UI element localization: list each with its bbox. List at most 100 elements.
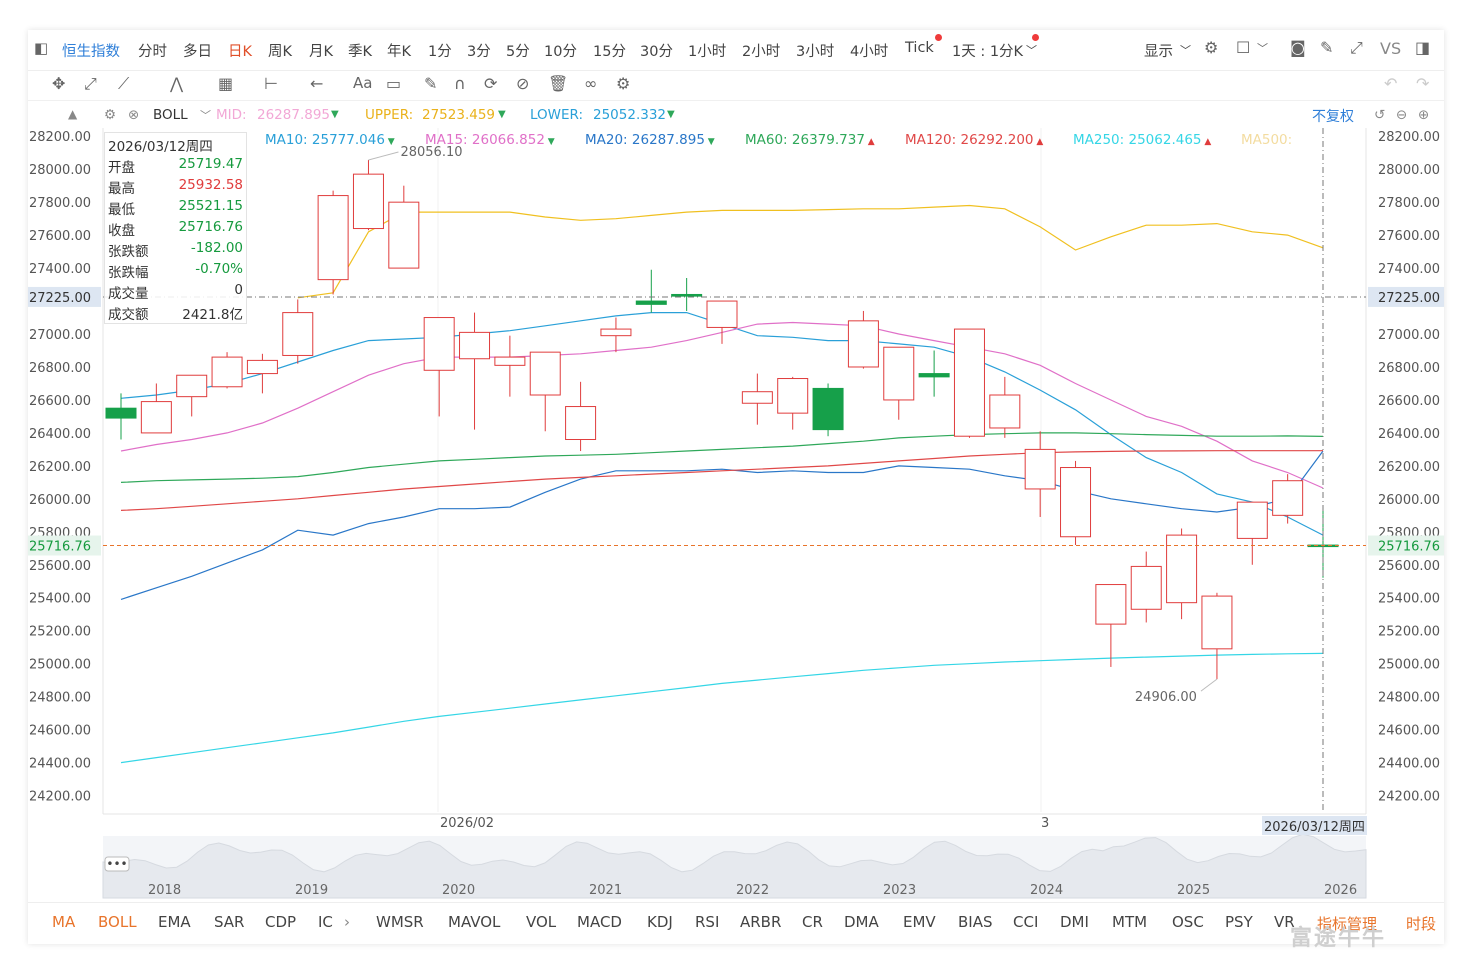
tab-period-8[interactable]: 3分 — [467, 44, 491, 60]
comment-icon[interactable]: ▭ — [386, 74, 402, 93]
gear-icon[interactable]: ⚙ — [1204, 38, 1219, 57]
indicator-tab-cdp[interactable]: CDP — [265, 913, 297, 931]
zoom-in-icon[interactable]: ⊕ — [1418, 107, 1430, 123]
y-tick-label: 24400.00 — [29, 757, 91, 772]
tab-period-5[interactable]: 季K — [348, 44, 373, 60]
pencil-icon[interactable]: ✎ — [424, 74, 438, 93]
ma-legend-item[interactable]: MA250: 25062.465 ▲ — [1073, 132, 1211, 148]
undo-icon[interactable]: ↶ — [1384, 74, 1398, 93]
ma-legend-item[interactable]: MA15: 26066.852 ▼ — [425, 132, 555, 148]
tab-period-17[interactable]: Tick — [905, 40, 934, 56]
ma-legend-item[interactable]: MA20: 26287.895 ▼ — [585, 132, 715, 148]
indicator-tab-dmi[interactable]: DMI — [1060, 913, 1089, 931]
tab-period-3[interactable]: 周K — [268, 44, 293, 60]
polyline-tool-icon[interactable]: ⋀ — [170, 74, 184, 93]
collapse-icon[interactable]: ▲ — [68, 107, 78, 121]
indicator-tab-sar[interactable]: SAR — [214, 913, 245, 931]
tab-period-9[interactable]: 5分 — [506, 44, 530, 60]
chevron-down-icon[interactable]: ﹀ — [1026, 44, 1037, 57]
chevron-down-icon[interactable]: ﹀ — [200, 109, 211, 122]
indicator-tab-osc[interactable]: OSC — [1172, 913, 1204, 931]
indicator-tab-cr[interactable]: CR — [802, 913, 823, 931]
arrow-left-icon[interactable]: ← — [310, 74, 324, 93]
indicator-manage-button[interactable]: 指标管理 — [1317, 915, 1378, 933]
text-tool-icon[interactable]: Aa — [353, 74, 373, 92]
low-annotation-leader — [1200, 678, 1218, 692]
tab-period-12[interactable]: 30分 — [640, 44, 673, 60]
settings-icon[interactable]: ⚙ — [104, 107, 117, 123]
fib-tool-icon[interactable]: ▦ — [218, 74, 234, 93]
ma-legend-item[interactable]: MA10: 25777.046 ▼ — [265, 132, 395, 148]
fullscreen-icon[interactable]: ⤢ — [1350, 38, 1363, 57]
indicator-tab-rsi[interactable]: RSI — [695, 913, 720, 931]
indicator-tab-psy[interactable]: PSY — [1225, 913, 1253, 931]
indicator-tab-boll[interactable]: BOLL — [98, 913, 137, 931]
display-menu[interactable]: 显示 — [1144, 44, 1173, 60]
period-segment-button[interactable]: 时段 — [1406, 915, 1437, 933]
chevron-down-icon[interactable]: ﹀ — [1257, 42, 1268, 55]
indicator-tab-vol[interactable]: VOL — [526, 913, 557, 931]
tab-period-13[interactable]: 1小时 — [688, 44, 727, 60]
indicator-tab-vr[interactable]: VR — [1274, 913, 1295, 931]
tab-period-2[interactable]: 日K — [228, 44, 253, 60]
measure-tool-icon[interactable]: ⊢ — [264, 74, 278, 93]
hide-icon[interactable]: ⊘ — [516, 74, 530, 93]
chevron-down-icon[interactable]: ﹀ — [1180, 44, 1191, 57]
reset-icon[interactable]: ↺ — [1374, 107, 1386, 123]
tab-period-14[interactable]: 2小时 — [742, 44, 781, 60]
overview-year-label: 2023 — [883, 883, 916, 898]
indicator-tab-cci[interactable]: CCI — [1013, 913, 1039, 931]
ma-legend-item[interactable]: MA60: 26379.737 ▲ — [745, 132, 875, 148]
sync-icon[interactable]: ⟳ — [484, 74, 498, 93]
chevron-right-icon[interactable]: › — [344, 913, 350, 931]
indicator-tab-kdj[interactable]: KDJ — [647, 913, 673, 931]
indicator-tab-bias[interactable]: BIAS — [958, 913, 993, 931]
price-adjust-select[interactable]: 不复权 — [1312, 109, 1354, 125]
tab-period-6[interactable]: 年K — [387, 44, 412, 60]
indicator-tab-dma[interactable]: DMA — [844, 913, 879, 931]
indicator-tab-ema[interactable]: EMA — [158, 913, 191, 931]
index-name-tab[interactable]: 恒生指数 — [62, 44, 120, 60]
interval-select[interactable]: 1天 : 1分K — [952, 44, 1024, 60]
panel-toggle-icon[interactable]: ◧ — [34, 39, 49, 57]
settings-icon[interactable]: ⚙ — [616, 74, 631, 93]
indicator-tab-macd[interactable]: MACD — [577, 913, 622, 931]
close-icon[interactable]: ⊗ — [128, 107, 140, 123]
arrow-down-icon: ▼ — [667, 109, 675, 120]
ma-legend-item[interactable]: MA500: — [1241, 132, 1292, 148]
tab-period-15[interactable]: 3小时 — [796, 44, 835, 60]
redo-icon[interactable]: ↷ — [1416, 74, 1430, 93]
magnet-icon[interactable]: ∩ — [454, 74, 466, 93]
pencil-icon[interactable]: ✎ — [1320, 38, 1334, 57]
line-tool-icon[interactable]: ⤢ — [84, 74, 97, 93]
zoom-out-icon[interactable]: ⊖ — [1396, 107, 1408, 123]
tab-period-16[interactable]: 4小时 — [850, 44, 889, 60]
tab-period-4[interactable]: 月K — [309, 44, 334, 60]
indicator-name[interactable]: BOLL — [153, 107, 188, 123]
layout-icon[interactable]: ☐ — [1236, 38, 1251, 57]
ma-legend-item[interactable]: MA120: 26292.200 ▲ — [905, 132, 1043, 148]
sidebar-icon[interactable]: ◨ — [1415, 38, 1431, 57]
arrow-down-icon: ▼ — [331, 109, 339, 120]
indicator-tab-ma[interactable]: MA — [52, 913, 76, 931]
indicator-tab-arbr[interactable]: ARBR — [740, 913, 782, 931]
move-icon[interactable]: ✥ — [52, 74, 66, 93]
tab-period-1[interactable]: 多日 — [183, 44, 212, 60]
indicator-tab-mtm[interactable]: MTM — [1112, 913, 1148, 931]
candlestick-chart[interactable]: 28200.00 28200.00 28000.00 28000.00 27800.00… — [28, 30, 1444, 944]
indicator-tab-mavol[interactable]: MAVOL — [448, 913, 501, 931]
indicator-tab-ic[interactable]: IC — [318, 913, 333, 931]
ma-legend-label: MA500: — [1241, 132, 1293, 148]
pen-tool-icon[interactable]: ⟋ — [118, 74, 130, 93]
indicator-tab-wmsr[interactable]: WMSR — [376, 913, 424, 931]
trash-icon[interactable]: 🗑 — [548, 74, 569, 93]
camera-icon[interactable]: ◙ — [1290, 38, 1306, 57]
ma-legend-value: 26287.895 — [627, 132, 705, 148]
indicator-tab-emv[interactable]: EMV — [903, 913, 936, 931]
link-icon[interactable]: ∞ — [584, 74, 598, 93]
tab-period-0[interactable]: 分时 — [138, 44, 167, 60]
tab-period-11[interactable]: 15分 — [593, 44, 626, 60]
tab-period-10[interactable]: 10分 — [544, 44, 577, 60]
tab-period-7[interactable]: 1分 — [428, 44, 452, 60]
compare-button[interactable]: VS — [1380, 39, 1402, 58]
